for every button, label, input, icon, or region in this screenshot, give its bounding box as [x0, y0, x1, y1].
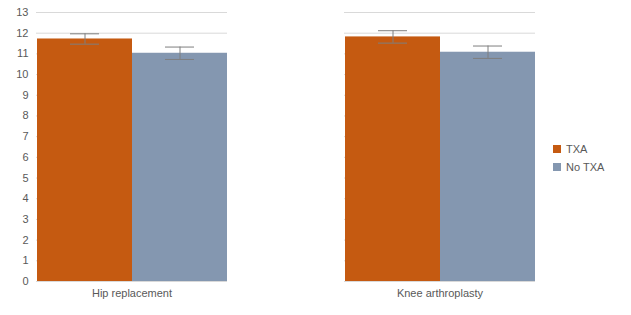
svg-text:1: 1 — [22, 254, 28, 266]
svg-text:5: 5 — [22, 172, 28, 184]
html-text:No TXA: No TXA — [566, 160, 605, 173]
svg-text:13: 13 — [16, 6, 28, 18]
svg-text:3: 3 — [22, 213, 28, 225]
svg-text:12: 12 — [16, 27, 28, 39]
svg-text:2: 2 — [22, 234, 28, 246]
svg-text:0: 0 — [22, 275, 28, 287]
svg-text:9: 9 — [22, 89, 28, 101]
svg-text:10: 10 — [16, 68, 28, 80]
svg-text:4: 4 — [22, 192, 28, 204]
svg-text:Knee arthroplasty: Knee arthroplasty — [397, 287, 484, 299]
svg-text:11: 11 — [17, 47, 28, 59]
svg-text:7: 7 — [22, 130, 28, 142]
svg-text:Hip replacement: Hip replacement — [92, 287, 172, 299]
svg-text:8: 8 — [22, 109, 28, 121]
html-text:TXA: TXA — [566, 142, 588, 155]
svg-text:6: 6 — [22, 151, 28, 163]
